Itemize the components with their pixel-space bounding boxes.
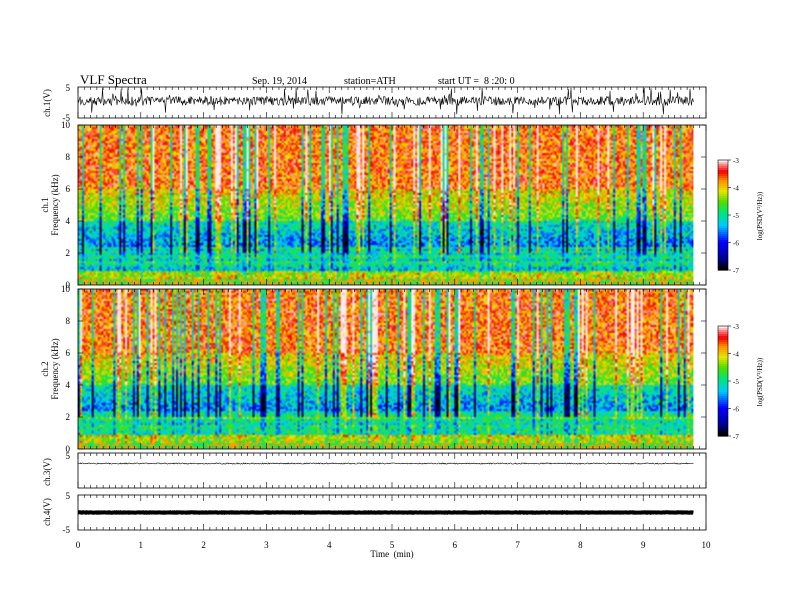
frequency-tick-label: 0 [66,444,71,454]
ch1-colorbar: -3 -4 -5 -6 -7 log(PSD(V²/Hz)) [717,157,764,275]
xtick-label: 10 [702,540,712,550]
colorbar-tick-label: -5 [733,378,739,386]
frequency-tick-label: 2 [66,248,71,258]
frequency-tick-label: 8 [66,316,71,326]
ch2-colorbar-label: log(PSD(V²/Hz)) [756,357,764,406]
frequency-tick-label: 4 [66,216,71,226]
ch3-waveform-line [78,462,694,465]
frequency-tick-label: 2 [66,412,71,422]
ch1-colorbar-label: log(PSD(V²/Hz)) [756,191,764,240]
ch2-spec-ylabel-channel: ch.2 [40,361,50,376]
colorbar-tick-label: -5 [733,212,739,220]
ch1-spec-ylabel-frequency: Frequency (kHz) [50,174,60,235]
xtick-label: 9 [641,540,646,550]
ch1-spectrogram-panel: 0 2 4 6 8 10 ch.1 Frequency (kHz) [40,120,707,290]
ch1-waveform-line [77,87,694,115]
ch4-ytick-top: 5 [66,491,71,501]
ch2-spectrogram-panel: 0 2 4 6 8 10 ch.2 Frequency (kHz) [40,284,707,454]
colorbar-tick-label: -4 [733,351,739,359]
ch2-spec-ylabel-frequency: Frequency (kHz) [50,338,60,399]
ch1-spectrogram-image [78,125,694,285]
colorbar-tick-label: -7 [733,433,739,441]
time-axis: 0 1 2 3 4 5 6 7 8 9 10 Time (min) [76,540,711,559]
colorbar-tick-label: -3 [733,323,739,331]
xtick-label: 2 [201,540,206,550]
frequency-tick-label: 6 [66,348,71,358]
ch3-ylabel: ch.3(V) [42,458,52,486]
xtick-label: 3 [264,540,269,550]
frequency-tick-label: 4 [66,380,71,390]
time-axis-label: Time (min) [370,549,413,559]
ch4-ylabel: ch.4(V) [42,498,52,526]
xtick-label: 5 [390,540,395,550]
ch1-spec-ylabel-channel: ch.1 [40,197,50,212]
xtick-label: 4 [327,540,332,550]
frequency-tick-label: 10 [61,284,71,294]
xtick-label: 0 [76,540,81,550]
xtick-label: 1 [139,540,144,550]
frequency-tick-label: 0 [66,280,71,290]
ch1-ytick-top: 5 [66,83,71,93]
colorbar-tick-label: -4 [733,185,739,193]
xtick-label: 7 [515,540,520,550]
xtick-label: 6 [453,540,458,550]
ch1-ytick-bottom: -5 [63,113,71,123]
ch3-waveform-panel: 5 ch.3(V) [42,451,707,489]
ch4-waveform-panel: 5 -5 ch.4(V) [42,491,707,535]
date-label: Sep. 19, 2014 [252,76,307,87]
start-time-label: start UT = 8 :20: 0 [438,76,515,87]
colorbar-tick-label: -6 [733,406,739,414]
figure-title: VLF Spectra [80,72,147,87]
frequency-tick-label: 10 [61,120,71,130]
colorbar-tick-label: -7 [733,267,739,275]
xtick-label: 8 [578,540,583,550]
ch2-spectrogram-image [78,289,694,449]
colorbar-tick-label: -3 [733,157,739,165]
ch1-waveform-panel: 5 -5 ch.1(V) [42,83,707,123]
station-label: station=ATH [344,76,396,87]
ch1-ylabel: ch.1(V) [42,89,52,117]
ch2-colorbar: -3 -4 -5 -6 -7 log(PSD(V²/Hz)) [717,323,764,441]
frequency-tick-label: 8 [66,152,71,162]
ch4-ytick-bottom: -5 [63,525,71,535]
frequency-tick-label: 6 [66,184,71,194]
colorbar-tick-label: -6 [733,240,739,248]
ch3-ytick-top: 5 [66,451,71,461]
